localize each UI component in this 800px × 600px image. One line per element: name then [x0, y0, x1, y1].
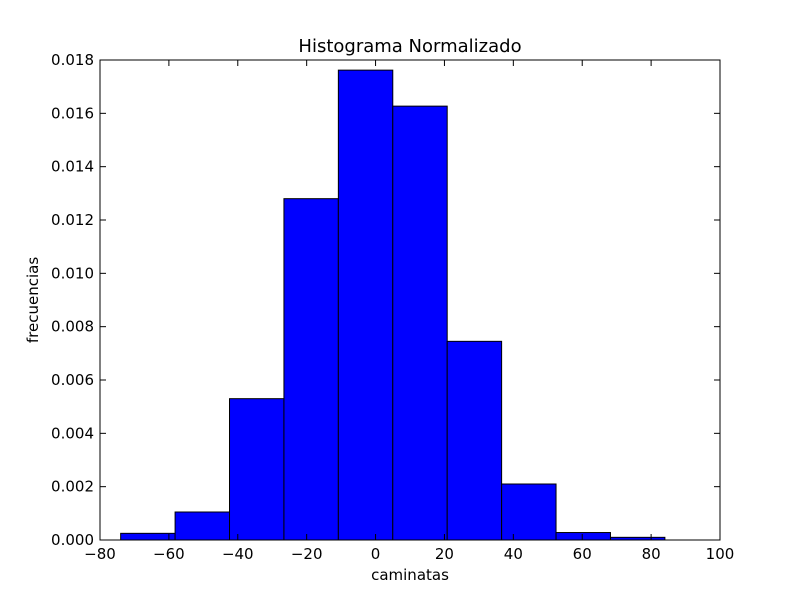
y-tick-label: 0.000 [51, 531, 94, 549]
ticks-group: −80 −60 −40 −20 0 20 40 60 80 100 0.000 0.002 0.004 0… [51, 51, 734, 563]
y-tick-label: 0.018 [51, 51, 94, 69]
y-tick-label: 0.016 [51, 104, 94, 122]
y-tick-label: 0.006 [51, 371, 94, 389]
x-tick-label: 0 [371, 545, 381, 563]
y-tick-label: 0.002 [51, 478, 94, 496]
bars-group [120, 69, 666, 541]
plot-frame [99, 59, 721, 541]
x-tick-label: −40 [222, 545, 254, 563]
y-tick-label: 0.004 [51, 424, 94, 442]
x-tick-label: −20 [291, 545, 323, 563]
y-axis-title: frecuencias [24, 257, 42, 343]
histogram-bar [337, 69, 394, 541]
histogram-bar [555, 532, 611, 541]
x-axis-title: caminatas [371, 566, 449, 584]
histogram-bar [174, 511, 231, 541]
x-tick-label: −60 [153, 545, 185, 563]
y-tick-label: 0.012 [51, 211, 94, 229]
histogram-bar [446, 340, 503, 541]
y-tick-label: 0.014 [51, 158, 94, 176]
x-tick-label: 40 [504, 545, 523, 563]
histogram-bar [392, 105, 448, 541]
x-tick-label: 60 [573, 545, 592, 563]
histogram-bar [283, 198, 339, 541]
x-tick-label: 20 [435, 545, 454, 563]
y-tick-label: 0.008 [51, 318, 94, 336]
histogram-bar [120, 532, 176, 541]
x-tick-label: 100 [706, 545, 735, 563]
histogram-bar [501, 483, 557, 541]
x-tick-label: −80 [84, 545, 116, 563]
histogram-bar [229, 398, 285, 541]
y-tick-label: 0.010 [51, 264, 94, 282]
x-tick-label: 80 [642, 545, 661, 563]
chart-title: Histograma Normalizado [298, 36, 521, 57]
